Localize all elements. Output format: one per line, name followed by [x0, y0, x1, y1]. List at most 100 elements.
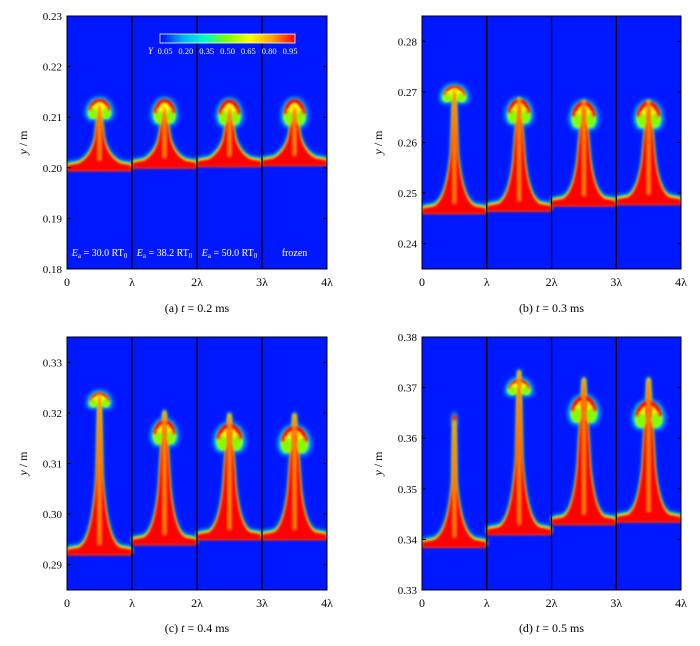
y-tick-label: 0.31	[43, 459, 62, 471]
y-tick-label: 0.24	[398, 239, 418, 251]
y-tick-label: 0.28	[398, 36, 418, 48]
heavy-core	[551, 377, 617, 526]
spike-centerline	[293, 106, 296, 156]
heavy-core	[132, 98, 197, 169]
case-label: Ea = 38.2 RT0	[136, 248, 193, 260]
y-tick-label: 0.26	[398, 138, 418, 150]
y-tick-label: 0.33	[43, 357, 63, 369]
case-cell	[486, 96, 552, 212]
chart-panel-1: 0.18 0.19 0.20 0.21 0.22 0.23 0 λ 2λ 3λ 4λ y / m (a)…	[16, 11, 333, 315]
panel-caption: (c) t = 0.4 ms	[165, 621, 230, 635]
y-tick-label: 0.38	[398, 332, 418, 344]
heavy-core	[132, 410, 197, 546]
heavy-core	[551, 99, 617, 207]
x-tick-label: 2λ	[546, 596, 558, 610]
heavy-core	[262, 98, 327, 167]
colorbar-tick: 0.95	[283, 46, 298, 56]
spike-centerline	[518, 96, 521, 201]
y-tick-label: 0.35	[398, 484, 418, 496]
x-tick-label: λ	[484, 596, 490, 610]
case-cell	[262, 97, 327, 167]
heavy-core	[616, 377, 681, 523]
heavy-core	[422, 414, 487, 548]
spike-centerline	[582, 99, 585, 196]
x-tick-label: 3λ	[610, 275, 622, 289]
x-tick-label: 4λ	[675, 275, 687, 289]
colorbar-tick: 0.65	[241, 46, 256, 56]
spike-centerline	[293, 412, 296, 530]
spike-centerline	[98, 395, 101, 545]
cap-core	[283, 98, 306, 116]
colorbar-tick: 0.35	[199, 46, 214, 56]
x-tick-label: 4λ	[675, 596, 687, 610]
heavy-core	[262, 412, 327, 541]
colorbar: Y 0.05 0.20 0.35 0.50 0.65 0.80 0.95	[148, 33, 298, 56]
case-cell	[616, 377, 681, 523]
cap-core	[442, 85, 466, 97]
y-axis-label: y / m	[16, 130, 30, 156]
case-label: Ea = 30.0 RT0	[71, 248, 128, 260]
case-cell	[132, 410, 197, 546]
spike-centerline	[647, 99, 650, 195]
panel-caption: (b) t = 0.3 ms	[519, 301, 584, 315]
y-axis-label: y / m	[371, 451, 385, 477]
case-cell	[551, 377, 617, 526]
y-tick-label: 0.25	[398, 188, 418, 200]
heavy-core	[486, 369, 552, 536]
heavy-core	[422, 85, 487, 215]
case-cell	[422, 411, 487, 548]
colorbar-tick: 0.20	[178, 46, 193, 56]
case-cell	[616, 99, 681, 206]
spike-centerline	[582, 377, 585, 515]
chart-panel-3: 0.29 0.30 0.31 0.32 0.33 0 λ 2λ 3λ 4λ y / m (c) t =…	[16, 336, 333, 635]
chart-panel-4: 0.33 0.34 0.35 0.36 0.37 0.38 0 λ 2λ 3λ 4λ y / m (d)…	[371, 332, 687, 635]
colorbar-tick: 0.50	[220, 46, 235, 56]
y-tick-label: 0.23	[43, 11, 63, 23]
case-cell	[422, 83, 487, 215]
spike-centerline	[228, 107, 231, 157]
case-cell	[67, 96, 132, 172]
case-cell	[67, 389, 132, 556]
y-tick-label: 0.33	[398, 585, 418, 597]
x-tick-label: 2λ	[191, 596, 203, 610]
y-tick-label: 0.20	[43, 163, 63, 175]
x-tick-label: λ	[129, 596, 135, 610]
case-cell	[486, 369, 552, 536]
case-cell	[197, 412, 262, 541]
y-tick-label: 0.22	[43, 62, 62, 74]
x-tick-label: 3λ	[256, 596, 268, 610]
panel-caption: (d) t = 0.5 ms	[519, 621, 584, 635]
x-tick-label: 4λ	[321, 596, 333, 610]
case-label: Ea = 50.0 RT0	[201, 248, 258, 260]
spike-centerline	[453, 89, 456, 204]
spike-centerline	[98, 104, 101, 161]
y-tick-label: 0.32	[43, 408, 62, 420]
x-tick-label: 0	[64, 275, 70, 289]
case-cell	[551, 99, 617, 207]
x-tick-label: 3λ	[256, 275, 268, 289]
x-tick-label: 3λ	[610, 596, 622, 610]
y-tick-label: 0.34	[398, 534, 418, 546]
spike-centerline	[453, 420, 456, 537]
y-tick-label: 0.19	[43, 213, 63, 225]
y-axis-label: y / m	[371, 130, 385, 156]
x-tick-label: 2λ	[191, 275, 203, 289]
heavy-core	[486, 96, 552, 212]
cap-core	[218, 99, 241, 116]
x-tick-label: 2λ	[546, 275, 558, 289]
heavy-core	[197, 412, 262, 541]
colorbar-label: Y	[148, 46, 154, 56]
case-label: frozen	[282, 248, 308, 259]
case-cell	[262, 412, 327, 541]
x-tick-label: 0	[419, 596, 425, 610]
cap-core	[89, 392, 110, 403]
spike-centerline	[163, 410, 166, 535]
chart-panel-2: 0.24 0.25 0.26 0.27 0.28 0 λ 2λ 3λ 4λ y / m (b) t =…	[371, 15, 687, 315]
case-cell	[132, 97, 197, 169]
spike-centerline	[647, 377, 650, 512]
y-tick-label: 0.21	[43, 112, 62, 124]
x-tick-label: 0	[419, 275, 425, 289]
y-tick-label: 0.18	[43, 264, 63, 276]
cap-core	[153, 98, 176, 115]
